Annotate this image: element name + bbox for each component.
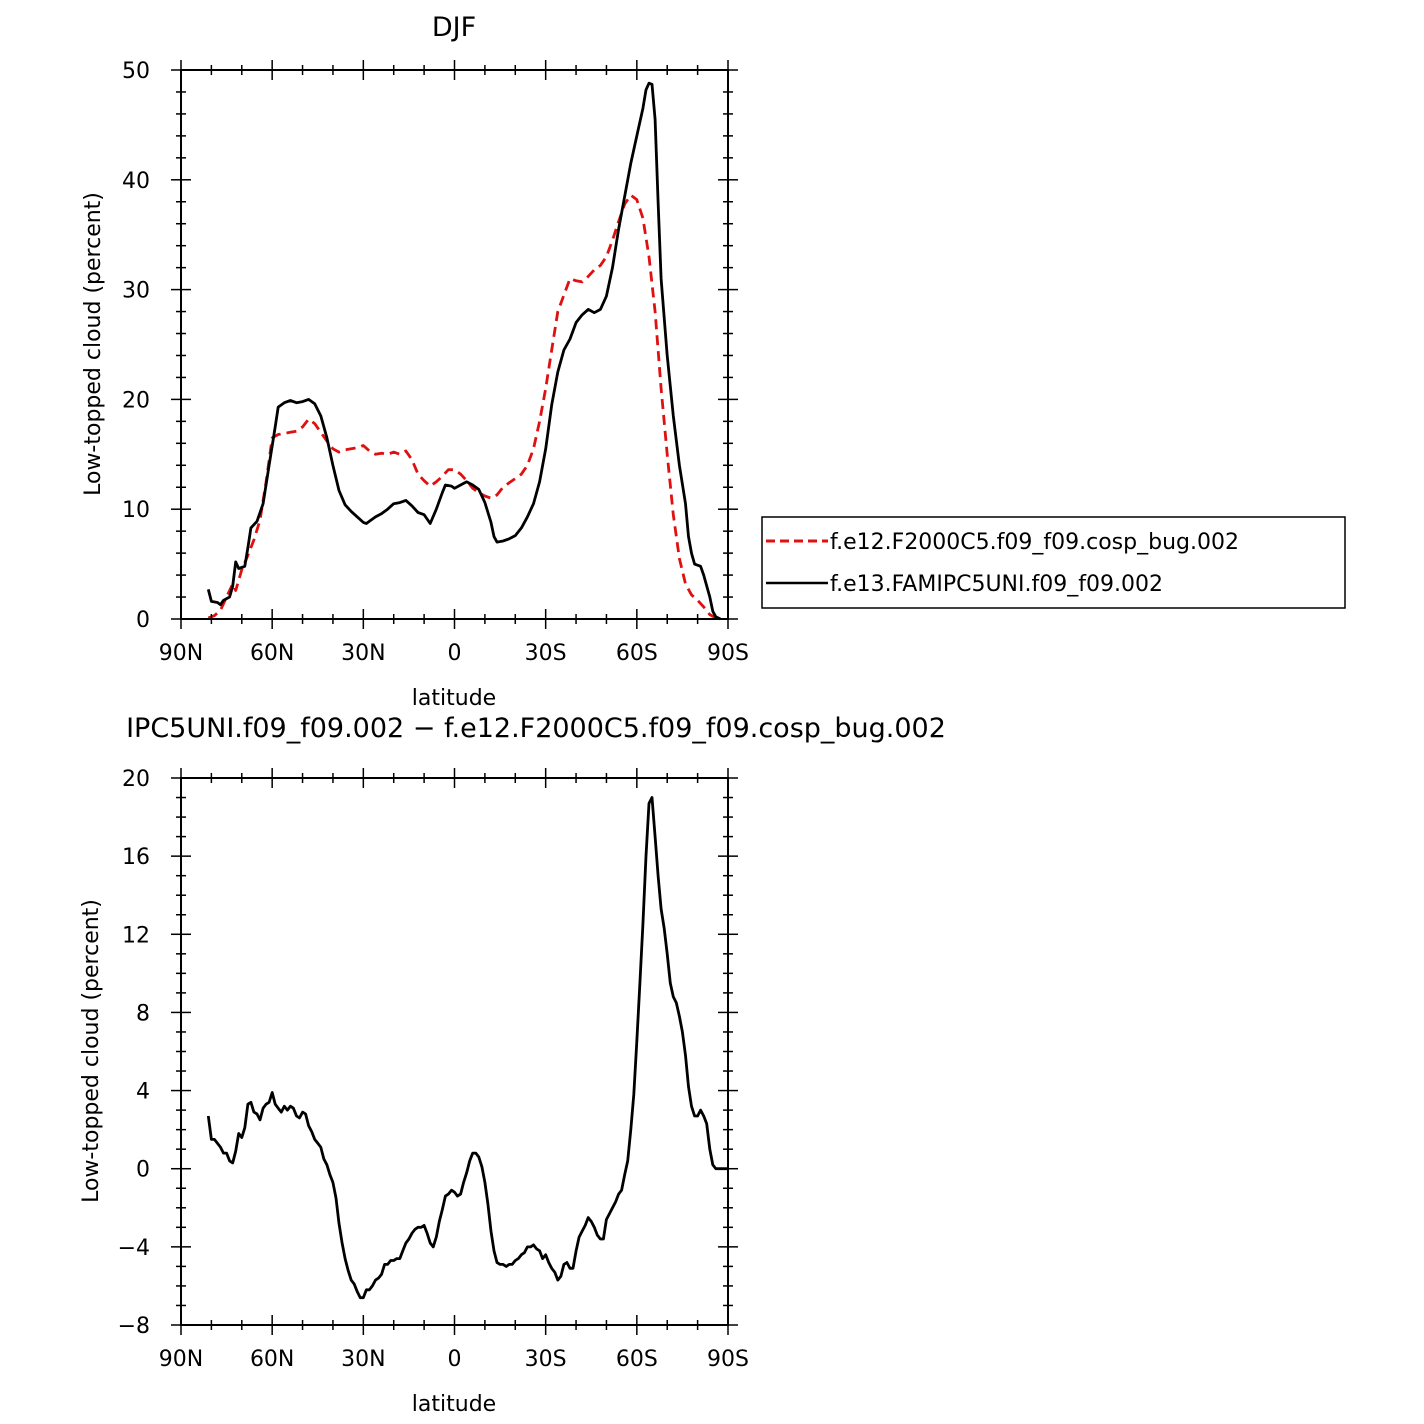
legend-entry-2: f.e13.FAMIPC5UNI.f09_f09.002 [830,572,1163,597]
bottom-panel-ylabel: Low-topped cloud (percent) [79,899,104,1203]
bottom-panel-series-line-1 [206,796,728,1300]
bottom-panel-xtick-label: 30S [525,1347,567,1372]
legend-entry-1: f.e12.F2000C5.f09_f09.cosp_bug.002 [830,530,1239,555]
top-panel-title: DJF [432,12,476,43]
top-panel: DJF 90N 60N 30N 0 30S 60S 90S 0 10 20 30 40 50 latit… [81,12,1346,711]
bottom-panel-xtick-label: 60S [616,1347,658,1372]
top-panel-ytick-label: 40 [122,169,150,194]
bottom-panel-title: IPC5UNI.f09_f09.002 − f.e12.F2000C5.f09_… [126,713,946,744]
legend-box [761,516,1346,609]
top-panel-ytick-label: 50 [122,59,150,84]
bottom-panel-ytick-label: 20 [122,767,150,792]
bottom-panel-xlabel: latitude [412,1392,496,1417]
top-panel-frame [180,69,729,620]
bottom-panel-xtick-label: 90S [707,1347,749,1372]
top-panel-series [206,81,722,621]
bottom-panel-ytick-label: −8 [118,1314,150,1339]
top-panel-ticks: 90N 60N 30N 0 30S 60S 90S 0 10 20 30 40 50 [122,59,749,666]
bottom-panel-ytick-label: 4 [136,1080,150,1105]
top-panel-xtick-label: 90S [707,641,749,666]
top-panel-ytick-label: 30 [122,279,150,304]
bottom-panel-ticks: 90N 60N 30N 0 30S 60S 90S −8 −4 0 4 8 12 16 20 [118,767,749,1372]
bottom-panel-xtick-label: 30N [341,1347,385,1372]
bottom-panel-ytick-label: 8 [136,1001,150,1026]
bottom-panel: IPC5UNI.f09_f09.002 − f.e12.F2000C5.f09_… [79,713,946,1417]
bottom-panel-ytick-label: 16 [122,845,150,870]
bottom-panel-xtick-label: 60N [250,1347,294,1372]
bottom-panel-xtick-label: 90N [159,1347,203,1372]
bottom-panel-ytick-label: −4 [118,1236,150,1261]
top-panel-xtick-label: 30N [341,641,385,666]
legend: f.e12.F2000C5.f09_f09.cosp_bug.002 f.e13… [761,516,1346,609]
top-panel-xtick-label: 30S [525,641,567,666]
top-panel-ylabel: Low-topped cloud (percent) [81,192,106,496]
top-panel-ytick-label: 10 [122,498,150,523]
top-panel-xtick-label: 60S [616,641,658,666]
top-panel-series-line-2 [206,81,722,621]
top-panel-xtick-label: 0 [448,641,462,666]
bottom-panel-ytick-label: 0 [136,1158,150,1183]
bottom-panel-series [206,796,728,1300]
top-panel-series-line-1 [207,193,721,621]
top-panel-xlabel: latitude [412,686,496,711]
top-panel-xtick-label: 90N [159,641,203,666]
top-panel-ytick-label: 20 [122,388,150,413]
bottom-panel-ytick-label: 12 [122,923,150,948]
top-panel-xtick-label: 60N [250,641,294,666]
top-panel-ytick-label: 0 [136,608,150,633]
bottom-panel-xtick-label: 0 [448,1347,462,1372]
